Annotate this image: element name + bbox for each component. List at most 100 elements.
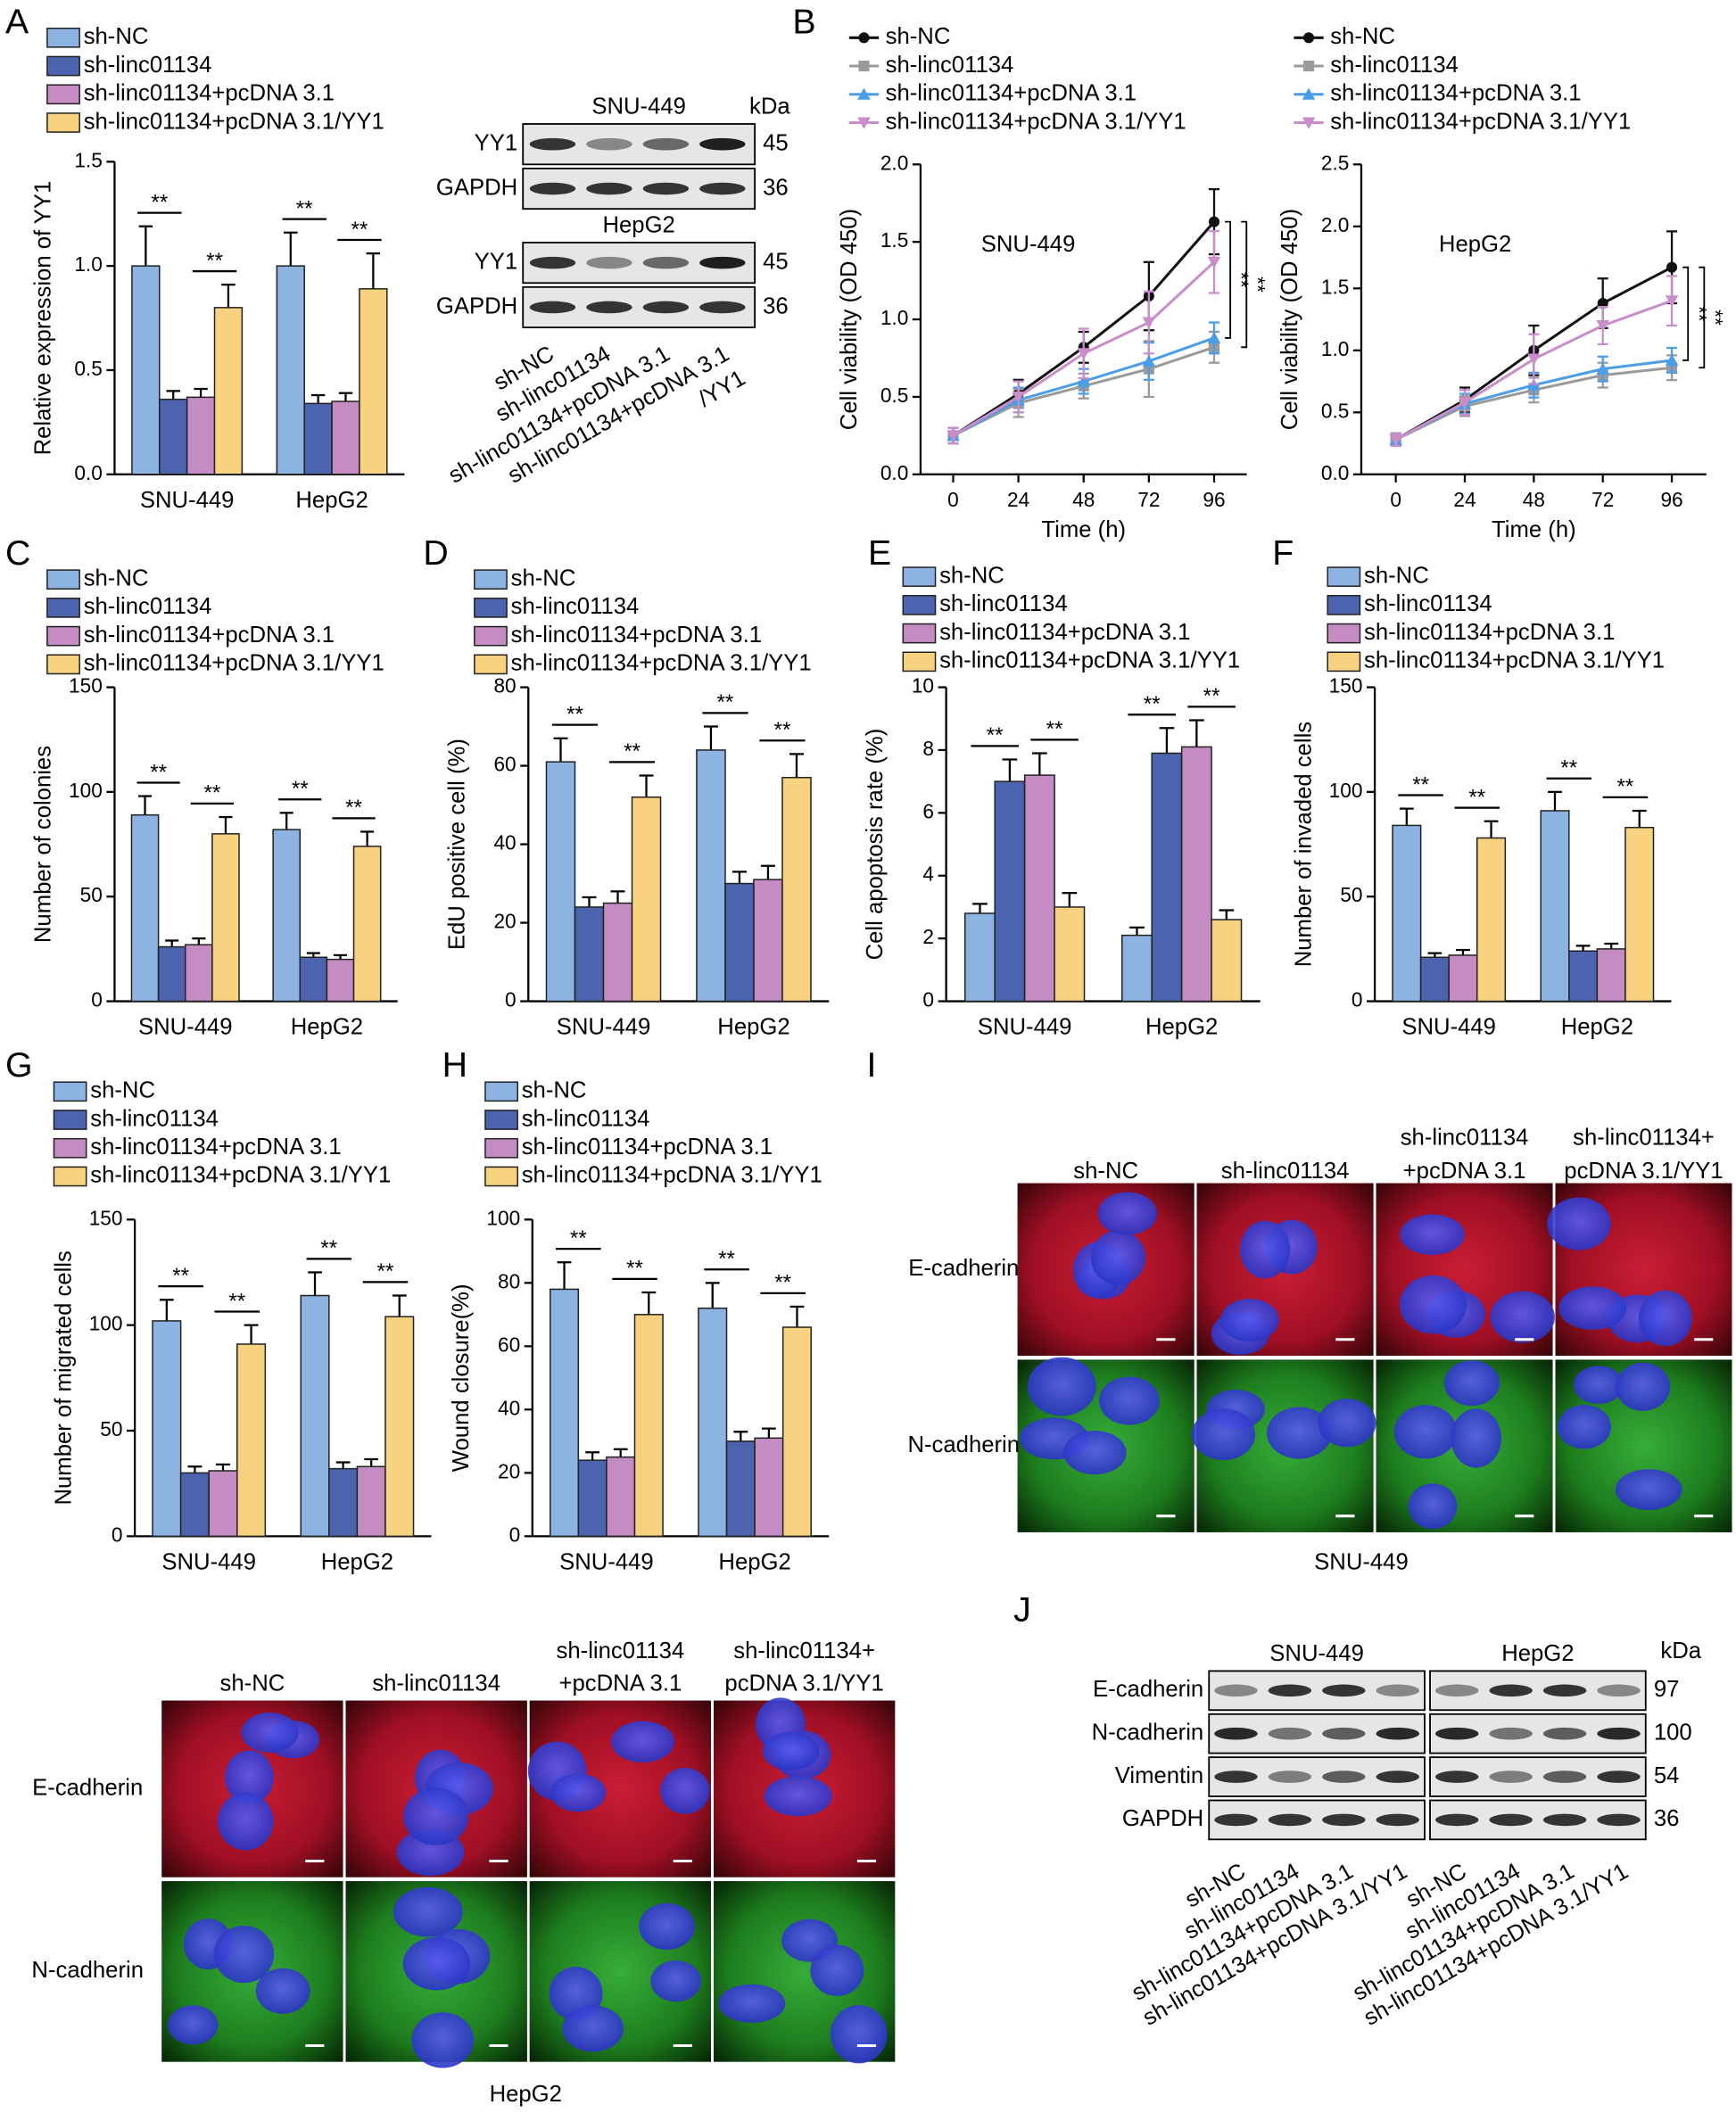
band — [1597, 1727, 1641, 1740]
significance-label: ** — [1704, 310, 1727, 326]
blot-size: 36 — [763, 175, 789, 200]
y-tick-label: 1.5 — [74, 148, 103, 171]
y-tick-label: 2 — [922, 925, 934, 948]
legend-label: sh-NC — [84, 24, 149, 49]
bar — [352, 846, 382, 1003]
bar — [549, 1288, 580, 1538]
y-tick-label: 0.5 — [880, 384, 909, 407]
point — [1665, 353, 1679, 366]
legend-swatch — [53, 1166, 87, 1187]
panel-letter: F — [1272, 533, 1294, 573]
nucleus — [1097, 1192, 1157, 1235]
legend-label: sh-linc01134+pcDNA 3.1/YY1 — [84, 651, 384, 676]
legend-swatch — [1327, 595, 1361, 615]
nucleus — [1266, 1407, 1332, 1459]
blot-size: 97 — [1654, 1677, 1680, 1702]
bar — [152, 1320, 182, 1538]
point — [857, 117, 871, 129]
row-label: N-cadherin — [907, 1432, 1020, 1457]
point — [1207, 331, 1221, 343]
column-header: pcDNA 3.1/YY1 — [724, 1671, 883, 1696]
x-tick-label: SNU-449 — [559, 1549, 654, 1574]
nucleus — [393, 1886, 463, 1937]
significance-label: ** — [172, 1264, 189, 1288]
point — [1012, 391, 1025, 404]
row-label: E-cadherin — [908, 1256, 1019, 1281]
x-tick-label: 96 — [1660, 488, 1682, 511]
band — [1268, 1813, 1312, 1827]
y-tick-label: 0.5 — [74, 357, 103, 380]
column-header: +pcDNA 3.1 — [1403, 1159, 1526, 1184]
column-header: sh-NC — [220, 1671, 285, 1696]
band — [1435, 1813, 1479, 1827]
y-tick-label: 0.5 — [1321, 399, 1350, 422]
band — [1214, 1813, 1258, 1827]
nucleus — [1090, 1230, 1145, 1285]
point — [1303, 60, 1315, 72]
significance-label: ** — [206, 249, 223, 273]
blot-strip — [1208, 1670, 1426, 1712]
x-tick-label: 72 — [1591, 488, 1614, 511]
band — [529, 182, 576, 195]
y-tick-label: 20 — [493, 910, 516, 933]
bar — [1151, 752, 1183, 1003]
nucleus — [1219, 1299, 1279, 1342]
point — [1527, 353, 1541, 366]
significance-label: ** — [1046, 717, 1063, 741]
y-tick-label: 8 — [922, 737, 934, 760]
panel-letter: C — [5, 533, 30, 573]
column-header: sh-linc01134+ — [1573, 1125, 1715, 1150]
legend-label: sh-linc01134 — [84, 594, 212, 619]
blot-size: 100 — [1654, 1720, 1692, 1745]
column-header: sh-linc01134 — [1221, 1159, 1350, 1184]
bar — [331, 400, 360, 475]
band — [1435, 1770, 1479, 1783]
nucleus — [1451, 1408, 1501, 1468]
x-axis-label: Time (h) — [1041, 517, 1126, 542]
column-header: sh-linc01134 — [372, 1671, 500, 1696]
bar — [633, 1314, 664, 1538]
legend-swatch — [474, 625, 508, 647]
x-tick-label: 96 — [1203, 488, 1225, 511]
nucleus — [1615, 1469, 1682, 1511]
band — [699, 301, 746, 314]
bar — [1624, 827, 1655, 1003]
legend-label: sh-linc01134+pcDNA 3.1/YY1 — [511, 651, 812, 676]
significance-label: ** — [345, 796, 362, 820]
bar — [236, 1343, 267, 1538]
x-axis-label: Time (h) — [1492, 517, 1576, 542]
legend-label: sh-linc01134+pcDNA 3.1 — [1330, 81, 1581, 106]
significance-label: ** — [228, 1289, 245, 1313]
band — [699, 256, 746, 269]
blot-title: SNU-449 — [591, 95, 686, 120]
legend-label: sh-linc01134+pcDNA 3.1/YY1 — [939, 648, 1240, 673]
bar — [631, 796, 662, 1003]
nucleus — [1239, 1220, 1291, 1279]
significance-bracket — [1241, 220, 1248, 349]
band — [1542, 1770, 1587, 1783]
point — [1142, 317, 1156, 329]
y-tick-label: 0 — [509, 1523, 521, 1546]
band — [1376, 1727, 1419, 1740]
nucleus — [1558, 1286, 1627, 1330]
significance-label: ** — [1688, 306, 1711, 322]
significance-label: ** — [1246, 277, 1269, 293]
nucleus — [1192, 1408, 1256, 1461]
band — [1489, 1813, 1533, 1827]
legend-label: sh-linc01134+pcDNA 3.1/YY1 — [886, 109, 1186, 134]
y-tick-label: 1.0 — [1321, 337, 1350, 360]
significance-label: ** — [320, 1236, 337, 1260]
y-axis-label: Relative expression of YY1 — [31, 181, 56, 456]
legend-swatch — [53, 1081, 87, 1102]
nucleus — [1547, 1197, 1611, 1250]
nucleus — [1400, 1214, 1465, 1255]
significance-label: ** — [774, 718, 791, 742]
nucleus — [1616, 1362, 1671, 1411]
nucleus — [650, 1960, 701, 2002]
y-tick-label: 0 — [505, 988, 517, 1011]
y-tick-label: 100 — [69, 779, 103, 802]
annotation: SNU-449 — [981, 232, 1076, 257]
nucleus — [1318, 1399, 1376, 1448]
band — [1322, 1813, 1366, 1827]
blot-title: HepG2 — [602, 213, 674, 238]
